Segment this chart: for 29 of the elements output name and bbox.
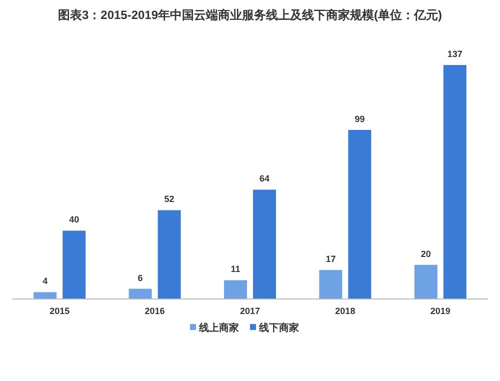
bar: [348, 130, 372, 299]
x-tick-label: 2018: [335, 306, 356, 316]
data-label: 40: [69, 214, 80, 225]
bar: [224, 280, 247, 299]
data-label: 4: [42, 276, 48, 286]
x-tick-label: 2015: [50, 306, 70, 316]
data-label: 11: [230, 264, 240, 274]
legend-label: 线上商家: [198, 322, 239, 334]
bar: [62, 230, 86, 299]
x-tick-label: 2017: [240, 306, 260, 316]
data-label: 20: [420, 248, 431, 259]
bar: [34, 292, 57, 299]
data-label: 137: [447, 49, 462, 59]
bar: [414, 264, 438, 299]
bar: [319, 270, 342, 299]
bar: [128, 288, 152, 299]
data-label: 17: [326, 254, 336, 264]
x-tick-label: 2016: [144, 306, 165, 316]
chart-title: 图表3：2015-2019年中国云端商业服务线上及线下商家规模(单位：亿元): [58, 8, 442, 22]
legend-label: 线下商家: [258, 322, 299, 334]
data-label: 64: [259, 174, 270, 184]
bar: [443, 65, 466, 299]
data-label: 99: [354, 114, 365, 124]
bar: [158, 210, 181, 299]
data-label: 6: [138, 272, 143, 283]
bar: [253, 190, 276, 299]
data-label: 52: [164, 194, 174, 204]
线上商家: 4 6 11 17 20: [34, 248, 438, 299]
x-tick-label: 2019: [430, 306, 450, 316]
